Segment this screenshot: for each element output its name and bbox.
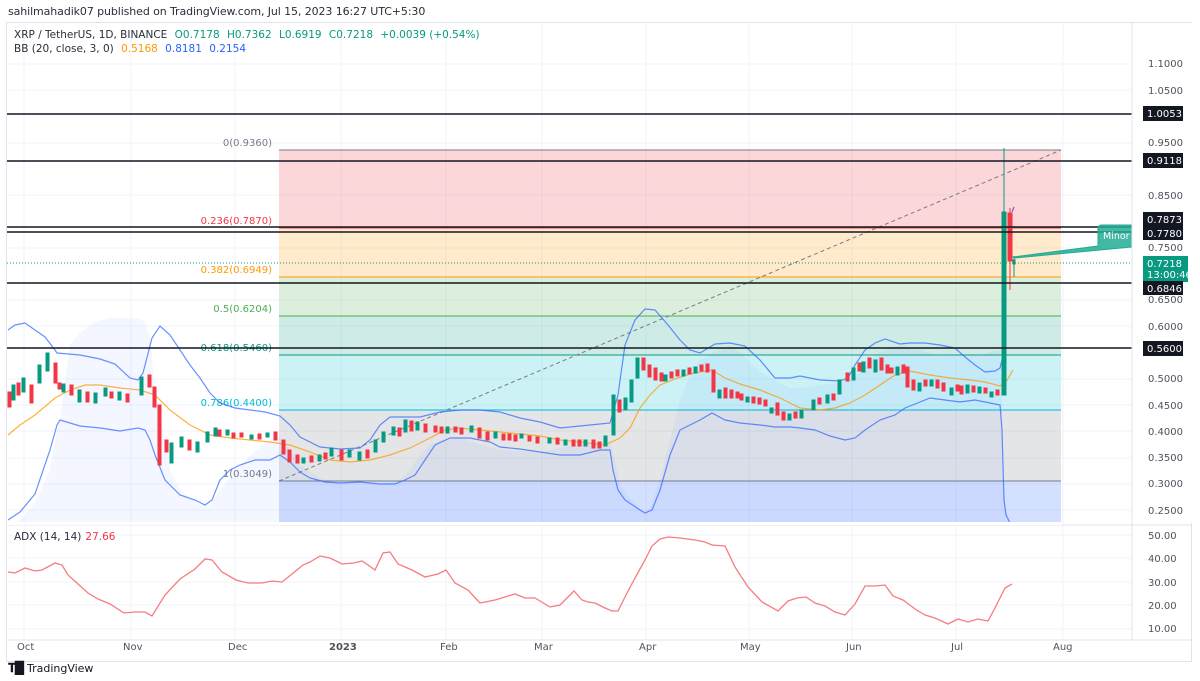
high-value: H0.7362 <box>227 29 272 41</box>
close-value: C0.7218 <box>328 29 373 41</box>
adx-pane: 50.00 40.00 30.00 20.00 10.00 <box>7 531 1177 635</box>
symbol-row: XRP / TetherUS, 1D, BINANCE O0.7178 H0.7… <box>14 28 484 42</box>
adx-tick-10: 10.00 <box>1148 624 1177 635</box>
fib-label-05: 0.5(0.6204) <box>213 304 272 315</box>
adx-tick-40: 40.00 <box>1148 554 1177 565</box>
bb-lower-value: 0.2154 <box>209 43 247 55</box>
tick-0450: 0.4500 <box>1148 401 1183 412</box>
tick-0750: 0.7500 <box>1148 243 1183 254</box>
bb-basis-value: 0.5168 <box>121 43 158 55</box>
adx-value: 27.66 <box>85 531 116 543</box>
main-legend: XRP / TetherUS, 1D, BINANCE O0.7178 H0.7… <box>14 28 484 56</box>
tradingview-brand: TradingView <box>26 662 94 675</box>
x-tick-apr: Apr <box>639 642 657 653</box>
horizontal-levels[interactable] <box>7 113 1132 349</box>
bb-title[interactable]: BB (20, close, 3, 0) <box>14 43 114 55</box>
tradingview-logo-icon: 𝐓█ <box>8 661 24 675</box>
price-axis[interactable]: 1.1000 1.0500 0.9500 0.8500 0.7500 0.650… <box>1132 23 1192 523</box>
callout-text: Minor Co... <box>1103 231 1154 242</box>
tick-0600: 0.6000 <box>1148 322 1183 333</box>
price-gridlines <box>7 23 1132 640</box>
change-value: +0.0039 (+0.54%) <box>380 29 480 41</box>
current-price-label: 0.7218 <box>1147 259 1182 270</box>
tick-0850: 0.8500 <box>1148 191 1183 202</box>
fib-label-0: 0(0.9360) <box>223 138 272 149</box>
open-value: O0.7178 <box>174 29 220 41</box>
tick-0650: 0.6500 <box>1148 295 1183 306</box>
publisher-line: sahilmahadik07 published on TradingView.… <box>8 5 426 18</box>
adx-title[interactable]: ADX (14, 14) <box>14 531 82 543</box>
fibonacci-retracement[interactable]: 0(0.9360) 0.236(0.7870) 0.382(0.6949) 0.… <box>201 138 1062 523</box>
x-tick-mar: Mar <box>534 642 554 653</box>
level-label-07780: 0.7780 <box>1147 229 1182 240</box>
fib-label-0786: 0.786(0.4400) <box>201 398 273 409</box>
adx-tick-50: 50.00 <box>1148 531 1177 542</box>
bb-upper-value: 0.8181 <box>165 43 202 55</box>
fib-label-0236: 0.236(0.7870) <box>201 216 273 227</box>
level-label-05600: 0.5600 <box>1147 344 1182 355</box>
tick-1050: 1.0500 <box>1148 86 1183 97</box>
fib-label-1: 1(0.3049) <box>223 469 272 480</box>
countdown-label: 13:00:46 <box>1147 270 1192 281</box>
adx-tick-20: 20.00 <box>1148 601 1177 612</box>
tick-0350: 0.3500 <box>1148 453 1183 464</box>
tick-0250: 0.2500 <box>1148 506 1183 517</box>
tick-0950: 0.9500 <box>1148 138 1183 149</box>
tick-0400: 0.4000 <box>1148 427 1183 438</box>
x-tick-nov: Nov <box>123 642 143 653</box>
x-tick-2023: 2023 <box>329 642 357 653</box>
price-candles[interactable] <box>7 148 1016 466</box>
low-value: L0.6919 <box>278 29 322 41</box>
x-tick-aug: Aug <box>1053 642 1073 653</box>
x-tick-oct: Oct <box>17 642 34 653</box>
tick-0500: 0.5000 <box>1148 374 1183 385</box>
level-label-06846: 0.6846 <box>1147 284 1182 295</box>
adx-legend: ADX (14, 14) 27.66 <box>14 531 115 543</box>
tick-0300: 0.3000 <box>1148 479 1183 490</box>
level-label-07873: 0.7873 <box>1147 215 1182 226</box>
tick-1100: 1.1000 <box>1148 59 1183 70</box>
symbol-title[interactable]: XRP / TetherUS, 1D, BINANCE <box>14 29 168 41</box>
level-label-10053: 1.0053 <box>1147 109 1182 120</box>
x-tick-may: May <box>740 642 761 653</box>
fib-label-0382: 0.382(0.6949) <box>201 265 273 276</box>
x-tick-jul: Jul <box>950 642 963 653</box>
level-label-09118: 0.9118 <box>1147 156 1182 167</box>
x-tick-dec: Dec <box>228 642 247 653</box>
time-axis[interactable]: Oct Nov Dec 2023 Feb Mar Apr May Jun Jul… <box>7 639 1192 653</box>
bb-row: BB (20, close, 3, 0) 0.5168 0.8181 0.215… <box>14 42 484 56</box>
bollinger-bands[interactable] <box>7 308 1014 525</box>
tradingview-logo[interactable]: 𝐓█ TradingView <box>8 661 93 676</box>
adx-tick-30: 30.00 <box>1148 578 1177 589</box>
x-tick-feb: Feb <box>440 642 458 653</box>
x-tick-jun: Jun <box>845 642 862 653</box>
